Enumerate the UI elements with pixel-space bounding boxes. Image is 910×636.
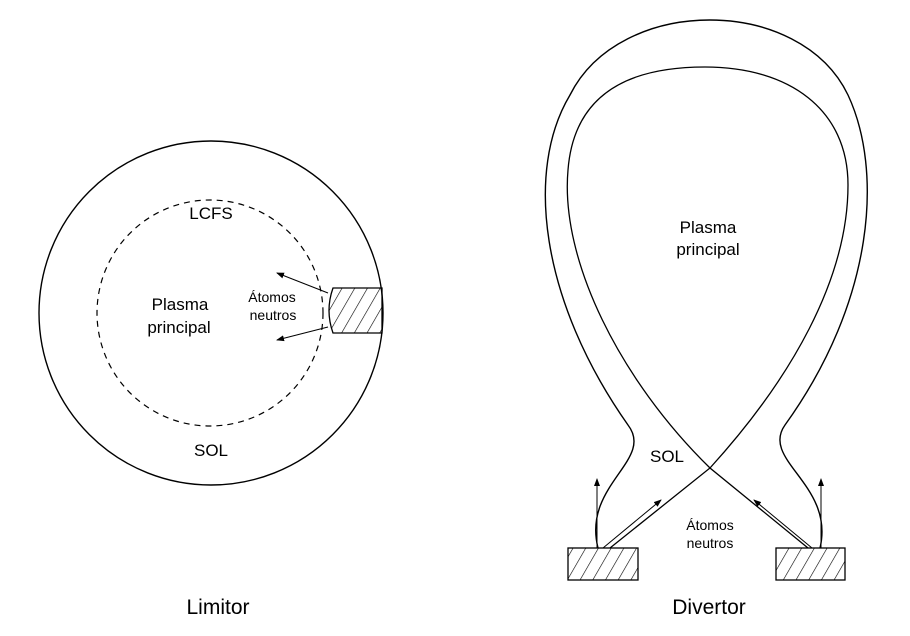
divertor-arrow-right-diagonal: [753, 499, 813, 549]
divertor-sol-label: SOL: [650, 447, 684, 466]
vacuum-vessel-wall: [38, 140, 384, 486]
divertor-separatrix: [566, 66, 849, 549]
divertor-outer-wall: [544, 19, 868, 549]
limiter-block: [328, 287, 383, 334]
divertor-arrow-left-diagonal: [602, 499, 662, 549]
limiter-caption: Limitor: [186, 596, 249, 619]
lcfs-label: LCFS: [189, 204, 232, 223]
divertor-neutral-label-line1: Átomos: [686, 517, 733, 533]
divertor-target-right: [775, 547, 846, 581]
limiter-plasma-label-line2: principal: [147, 318, 210, 337]
neutral-arrow-lower: [276, 326, 329, 342]
limiter-plasma-label-line1: Plasma: [152, 295, 209, 314]
limiter-sol-label: SOL: [194, 441, 228, 460]
divertor-plasma-label-line1: Plasma: [680, 218, 737, 237]
limiter-panel: LCFS Plasma principal Átomos neutros SOL…: [38, 140, 384, 619]
lcfs-boundary: [96, 199, 324, 427]
neutral-arrow-upper: [276, 272, 329, 294]
divertor-neutral-label-line2: neutros: [687, 535, 734, 551]
divertor-plasma-label-line2: principal: [676, 240, 739, 259]
limiter-neutral-label-line2: neutros: [250, 307, 297, 323]
divertor-panel: Plasma principal SOL Átomos neutros Dive…: [544, 19, 868, 619]
divertor-caption: Divertor: [672, 596, 746, 619]
limiter-neutral-label-line1: Átomos: [248, 289, 295, 305]
divertor-target-left: [567, 547, 639, 581]
